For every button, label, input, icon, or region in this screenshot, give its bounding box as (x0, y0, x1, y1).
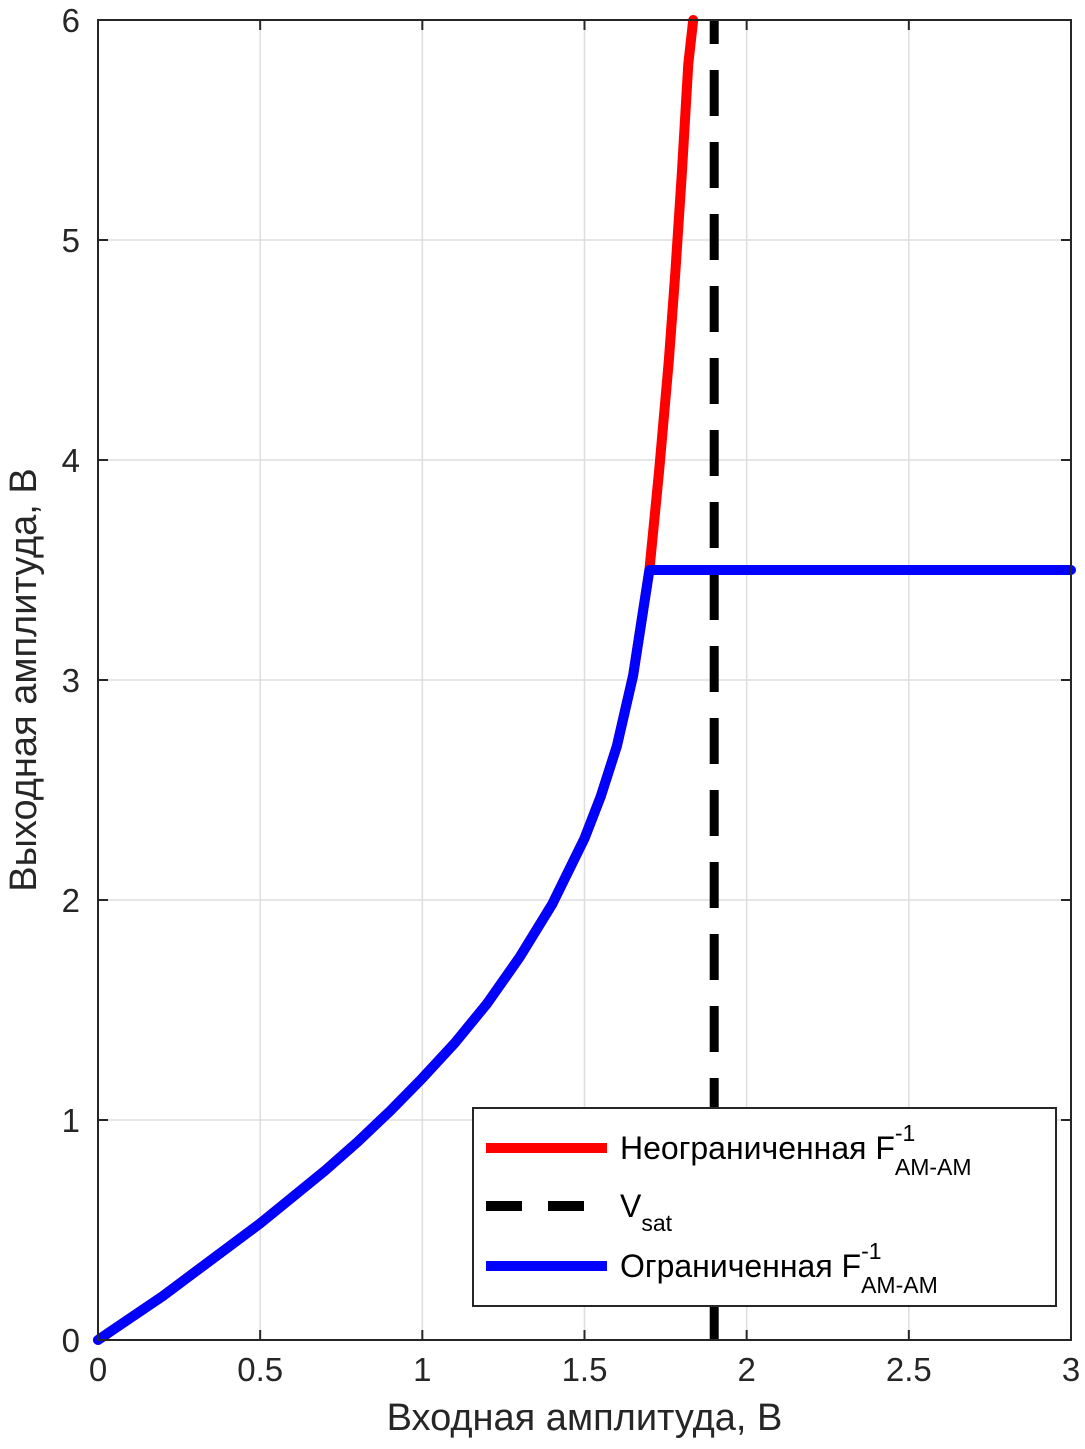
x-tick-label: 2.5 (886, 1351, 932, 1388)
x-tick-label: 0 (89, 1351, 107, 1388)
legend-label-vsat: Vsat (620, 1188, 673, 1236)
legend-main-text: V (620, 1188, 642, 1224)
legend-superscript: -1 (861, 1238, 881, 1264)
legend-subscript: sat (641, 1210, 672, 1236)
y-tick-label: 6 (62, 2, 80, 39)
x-tick-label: 1 (413, 1351, 431, 1388)
ticks: 0 0.5 1 1.5 2 2.5 3 0 1 2 3 4 5 6 (62, 2, 1081, 1388)
legend: Неограниченная F-1 AM-AMVsatОграниченная … (472, 1107, 1057, 1307)
x-axis-label: Входная амплитуда, В (387, 1397, 783, 1439)
x-tick-label: 1.5 (562, 1351, 608, 1388)
x-tick-label: 3 (1062, 1351, 1080, 1388)
legend-main-text: Ограниченная F (620, 1248, 861, 1284)
y-tick-label: 0 (62, 1322, 80, 1359)
legend-label-unbounded: Неограниченная F-1 AM-AM (620, 1120, 972, 1180)
legend-subscript: AM-AM (895, 1154, 972, 1180)
x-tick-label: 2 (737, 1351, 755, 1388)
x-tick-label: 0.5 (237, 1351, 283, 1388)
y-axis-label: Выходная амплитуда, В (3, 468, 45, 892)
y-tick-label: 4 (62, 442, 80, 479)
y-tick-label: 3 (62, 662, 80, 699)
legend-main-text: Неограниченная F (620, 1130, 895, 1166)
legend-label-bounded: Ограниченная F-1 AM-AM (620, 1238, 938, 1298)
y-tick-label: 1 (62, 1102, 80, 1139)
y-tick-label: 2 (62, 882, 80, 919)
y-tick-label: 5 (62, 222, 80, 259)
legend-superscript: -1 (895, 1120, 915, 1146)
legend-subscript: AM-AM (861, 1272, 938, 1298)
series-line-bounded (93, 565, 1076, 1345)
